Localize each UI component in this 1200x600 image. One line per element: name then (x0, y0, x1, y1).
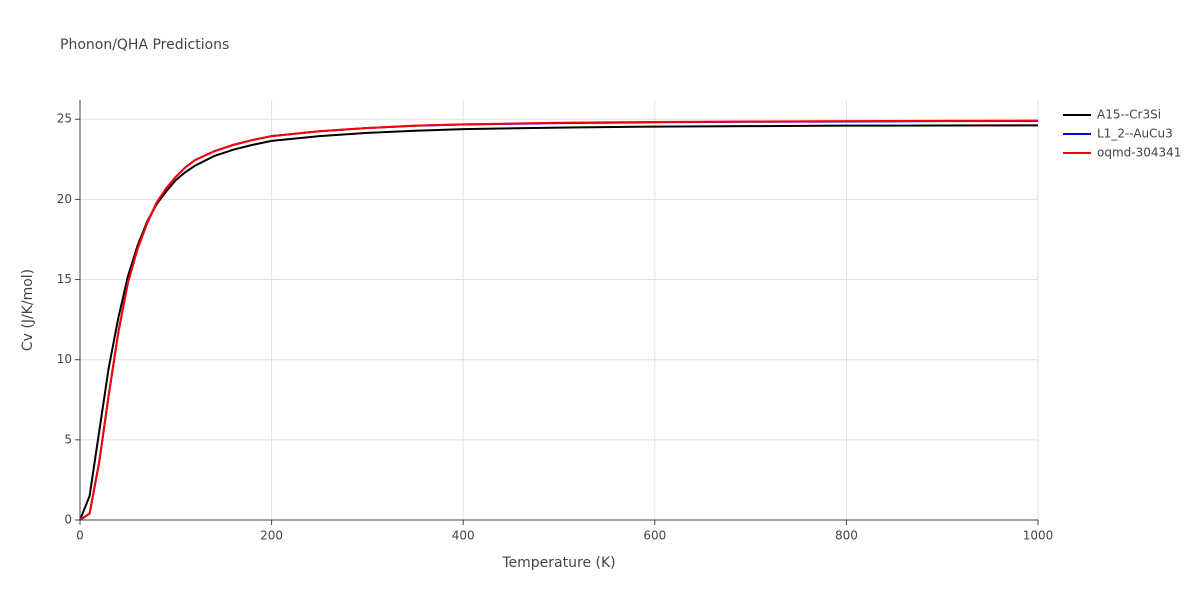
y-tick-label: 25 (57, 112, 72, 126)
legend-label[interactable]: L1_2--AuCu3 (1097, 127, 1173, 141)
y-tick-label: 20 (57, 192, 72, 206)
x-tick-label: 600 (643, 529, 666, 543)
legend: A15--Cr3Si L1_2--AuCu3 oqmd-304341 (1063, 108, 1181, 160)
x-tick-label: 400 (452, 529, 475, 543)
legend-label[interactable]: oqmd-304341 (1097, 146, 1181, 160)
y-tick-label: 5 (64, 432, 72, 446)
y-tick-label: 10 (57, 352, 72, 366)
y-tick-label: 0 (64, 513, 72, 527)
x-tick-label: 800 (835, 529, 858, 543)
y-axis-title: Cv (J/K/mol) (20, 269, 36, 351)
y-tick-label: 15 (57, 272, 72, 286)
series-line (79, 124, 1039, 521)
plot-lines (79, 119, 1039, 521)
x-tick-label: 200 (260, 529, 283, 543)
series-line (79, 120, 1039, 521)
grid (75, 100, 1039, 525)
x-axis-title: Temperature (K) (501, 555, 615, 571)
chart-title: Phonon/QHA Predictions (60, 37, 229, 53)
series-line (79, 119, 1039, 521)
x-tick-label: 0 (76, 529, 84, 543)
x-tick-label: 1000 (1023, 529, 1054, 543)
legend-label[interactable]: A15--Cr3Si (1097, 108, 1161, 122)
